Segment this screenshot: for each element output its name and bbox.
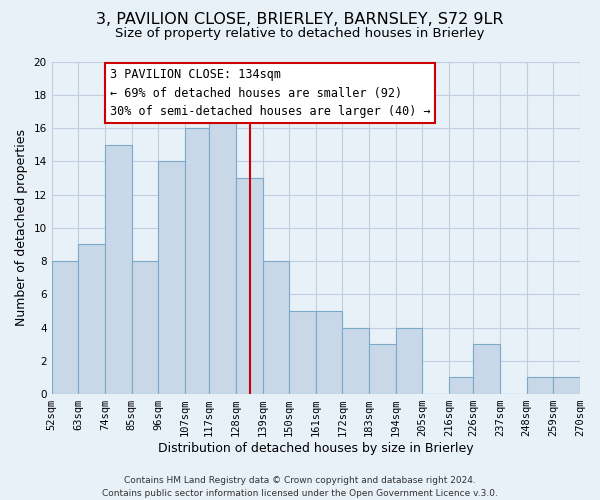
Bar (158, 162, 185, 394)
Bar (79, 244, 105, 394)
Bar (263, 261, 289, 394)
Bar (105, 144, 131, 394)
Bar (396, 328, 422, 394)
Bar (131, 261, 158, 394)
Text: Size of property relative to detached houses in Brierley: Size of property relative to detached ho… (115, 28, 485, 40)
Bar (449, 378, 473, 394)
Bar (289, 311, 316, 394)
Bar (553, 378, 580, 394)
Bar (52, 261, 79, 394)
Bar (369, 344, 396, 394)
Y-axis label: Number of detached properties: Number of detached properties (15, 130, 28, 326)
Text: 3 PAVILION CLOSE: 134sqm
← 69% of detached houses are smaller (92)
30% of semi-d: 3 PAVILION CLOSE: 134sqm ← 69% of detach… (110, 68, 430, 118)
Text: 3, PAVILION CLOSE, BRIERLEY, BARNSLEY, S72 9LR: 3, PAVILION CLOSE, BRIERLEY, BARNSLEY, S… (96, 12, 504, 28)
Bar (236, 178, 263, 394)
Text: Contains HM Land Registry data © Crown copyright and database right 2024.
Contai: Contains HM Land Registry data © Crown c… (102, 476, 498, 498)
Bar (527, 378, 553, 394)
Bar (473, 344, 500, 394)
X-axis label: Distribution of detached houses by size in Brierley: Distribution of detached houses by size … (158, 442, 473, 455)
Bar (316, 311, 343, 394)
Bar (209, 112, 236, 394)
Bar (185, 128, 209, 394)
Bar (343, 328, 369, 394)
